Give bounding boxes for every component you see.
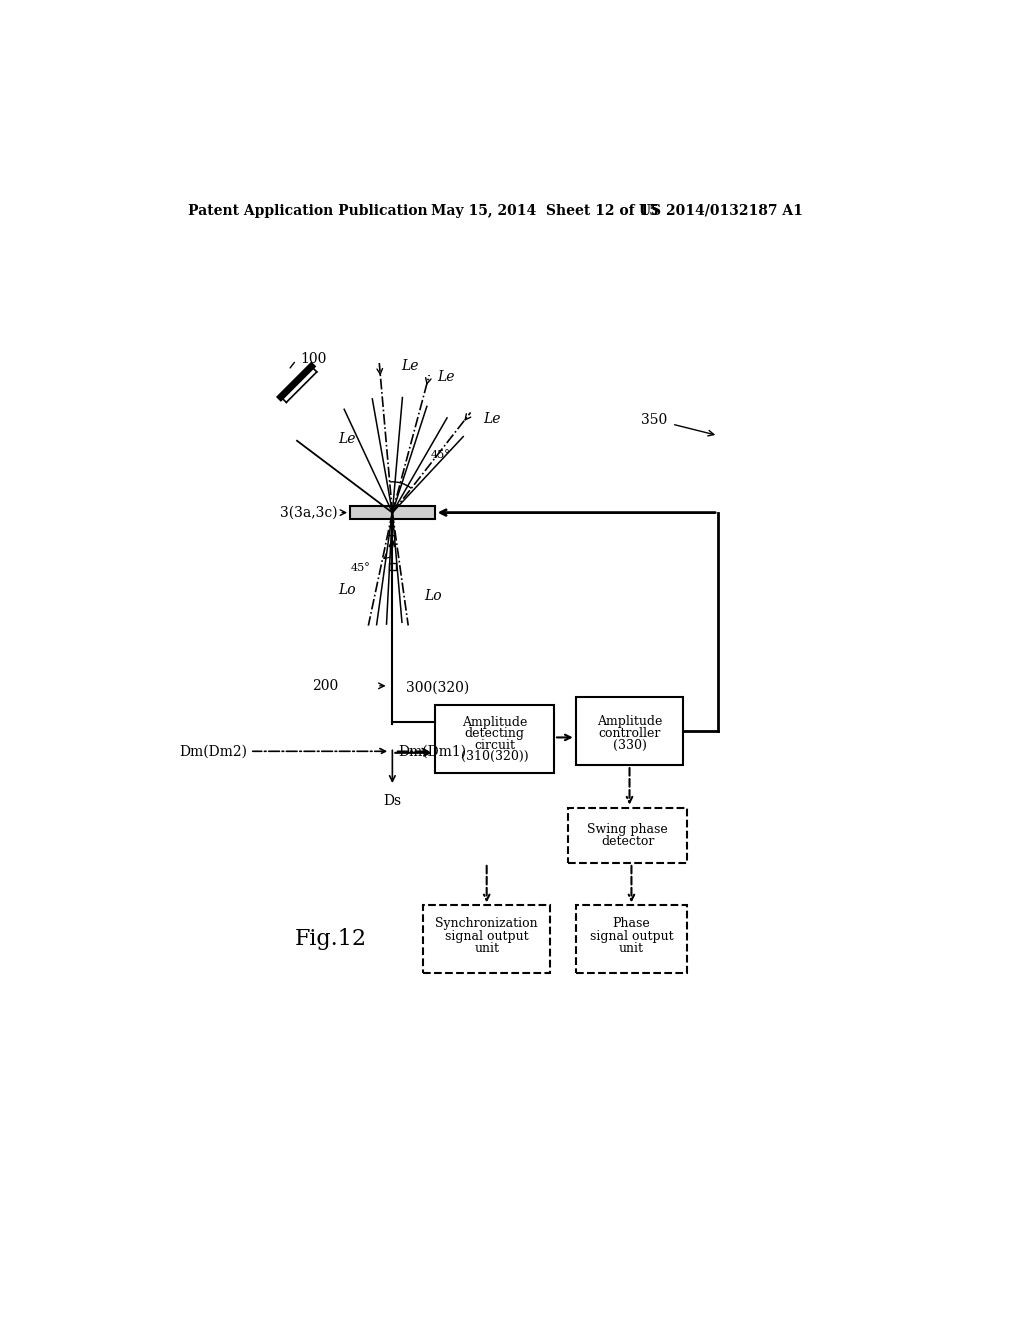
Text: unit: unit: [474, 942, 499, 954]
Bar: [423, 906, 550, 973]
Text: Lo: Lo: [338, 582, 355, 597]
Text: May 15, 2014  Sheet 12 of 15: May 15, 2014 Sheet 12 of 15: [431, 203, 658, 218]
Text: Amplitude: Amplitude: [597, 714, 663, 727]
Text: signal output: signal output: [590, 929, 673, 942]
Text: Le: Le: [401, 359, 419, 374]
Text: Le: Le: [483, 412, 501, 425]
Text: Ds: Ds: [383, 795, 401, 808]
Bar: [350, 507, 435, 519]
Text: US 2014/0132187 A1: US 2014/0132187 A1: [639, 203, 803, 218]
Text: detector: detector: [601, 834, 654, 847]
Text: unit: unit: [618, 942, 644, 954]
Text: Fig.12: Fig.12: [295, 928, 367, 950]
Bar: [575, 906, 687, 973]
Text: 3(3a,3c): 3(3a,3c): [281, 506, 338, 520]
Bar: [575, 697, 683, 766]
Text: 45°: 45°: [431, 450, 451, 459]
Text: 100: 100: [300, 351, 327, 366]
Bar: [435, 705, 554, 774]
Text: controller: controller: [598, 727, 660, 741]
Text: 300(320): 300(320): [407, 681, 469, 696]
Text: detecting: detecting: [465, 727, 524, 741]
Text: circuit: circuit: [474, 739, 515, 751]
Text: Synchronization: Synchronization: [435, 917, 538, 931]
Text: Le: Le: [339, 433, 356, 446]
Text: Dm(Dm1): Dm(Dm1): [398, 744, 467, 758]
Text: 45°: 45°: [351, 564, 371, 573]
Text: Le: Le: [437, 370, 455, 384]
Bar: [568, 808, 687, 863]
Text: signal output: signal output: [444, 929, 528, 942]
Bar: [388, 562, 396, 570]
Text: (330): (330): [612, 739, 646, 751]
Text: 200: 200: [312, 678, 339, 693]
Text: Dm(Dm2): Dm(Dm2): [179, 744, 248, 758]
Text: Amplitude: Amplitude: [462, 715, 527, 729]
Text: (310(320)): (310(320)): [461, 750, 528, 763]
Text: Swing phase: Swing phase: [587, 822, 668, 836]
Text: Lo: Lo: [425, 589, 442, 603]
Text: Phase: Phase: [612, 917, 650, 931]
Text: 350: 350: [641, 413, 668, 428]
Text: Patent Application Publication: Patent Application Publication: [188, 203, 428, 218]
